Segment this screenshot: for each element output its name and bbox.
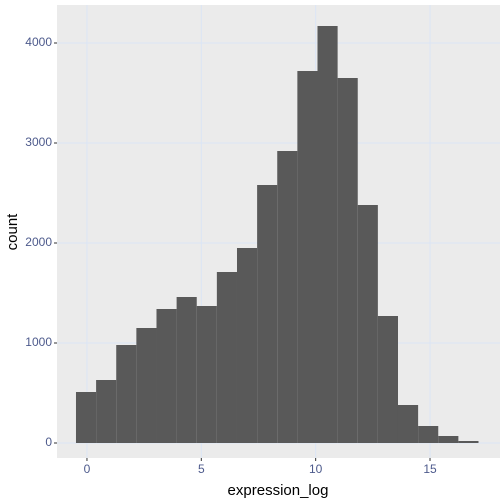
bar xyxy=(216,272,237,443)
x-axis-title: expression_log xyxy=(228,482,329,499)
bar xyxy=(317,26,338,443)
y-axis-title: count xyxy=(4,213,21,251)
y-tick-label: 1000 xyxy=(25,335,52,349)
bar xyxy=(397,405,419,443)
x-tick-label: 15 xyxy=(423,462,437,476)
y-tick-label: 0 xyxy=(45,435,52,449)
bar xyxy=(337,78,358,443)
bar xyxy=(257,185,278,443)
bar xyxy=(116,345,137,443)
bar xyxy=(136,328,157,443)
y-tick-label: 3000 xyxy=(25,135,52,149)
bar xyxy=(277,151,298,443)
y-tick-label: 4000 xyxy=(25,35,52,49)
bar xyxy=(377,316,398,443)
bar xyxy=(357,205,378,443)
bar xyxy=(196,306,217,443)
x-tick-label: 0 xyxy=(84,462,91,476)
bar xyxy=(96,380,117,443)
bar xyxy=(418,426,439,443)
bar xyxy=(75,392,97,443)
x-tick-label: 5 xyxy=(198,462,205,476)
bar xyxy=(236,248,258,443)
bar xyxy=(297,71,318,443)
bar xyxy=(438,436,459,443)
bar xyxy=(176,297,197,443)
bar xyxy=(458,441,479,443)
y-tick-label: 2000 xyxy=(25,235,52,249)
x-tick-label: 10 xyxy=(309,462,323,476)
bar xyxy=(156,309,177,443)
